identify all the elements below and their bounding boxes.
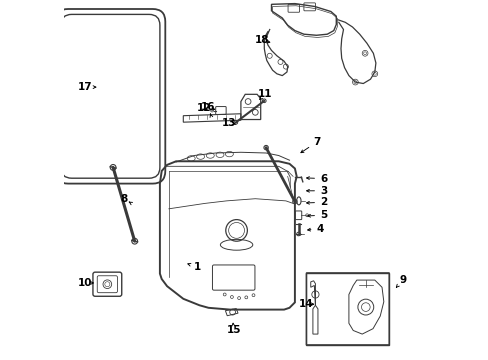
Text: 1: 1 — [194, 262, 201, 272]
Text: 6: 6 — [320, 174, 326, 184]
Text: 4: 4 — [316, 224, 323, 234]
Text: 5: 5 — [320, 210, 326, 220]
Text: 12: 12 — [197, 103, 211, 113]
Text: 2: 2 — [320, 197, 326, 207]
Text: 7: 7 — [312, 137, 320, 147]
Text: 3: 3 — [320, 186, 326, 196]
Text: 11: 11 — [258, 89, 272, 99]
Text: 15: 15 — [226, 325, 241, 336]
Text: 14: 14 — [298, 299, 312, 309]
Text: 17: 17 — [78, 82, 93, 92]
Text: 13: 13 — [222, 118, 236, 128]
Text: 16: 16 — [201, 102, 215, 112]
Text: 18: 18 — [254, 35, 268, 45]
Text: 8: 8 — [120, 194, 127, 204]
Text: 10: 10 — [78, 278, 92, 288]
Text: 9: 9 — [399, 275, 406, 285]
